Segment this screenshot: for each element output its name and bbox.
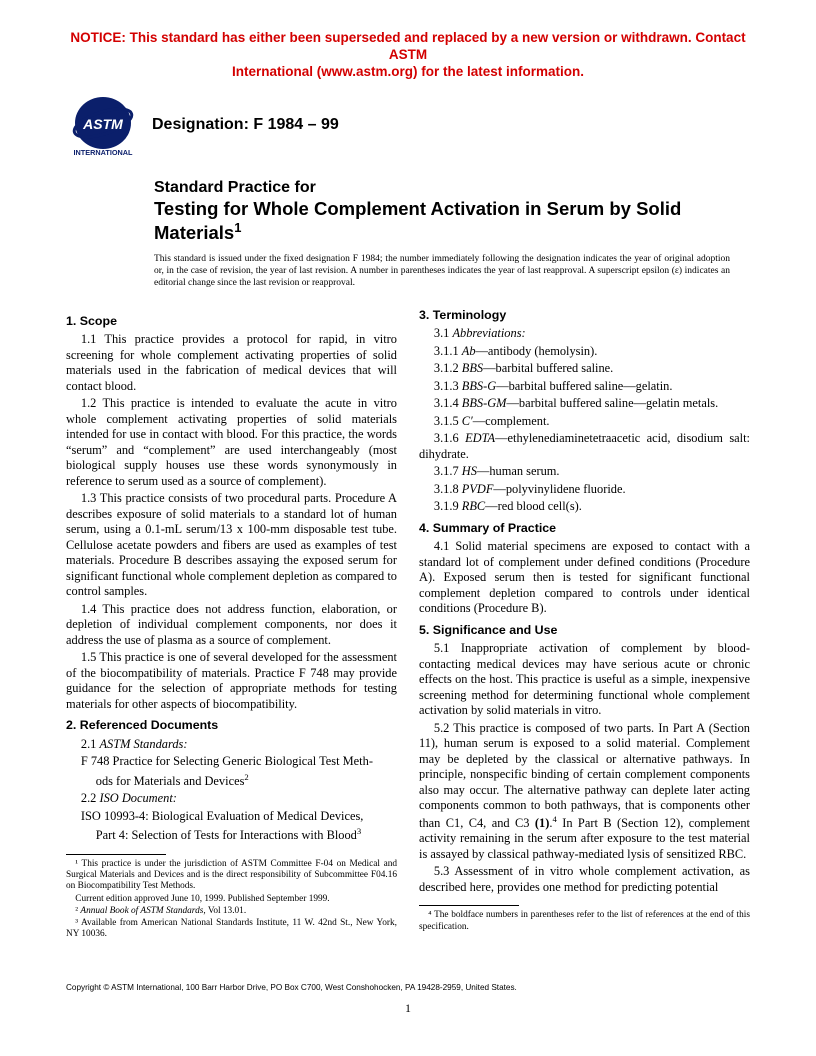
svg-text:ASTM: ASTM <box>82 116 123 132</box>
fn-2: ² Annual Book of ASTM Standards, Vol 13.… <box>66 906 397 917</box>
scope-1-3: 1.3 This practice consists of two proced… <box>66 491 397 600</box>
term-head: 3. Terminology <box>419 308 750 324</box>
term-3-1-7: 3.1.7 HS—human serum. <box>419 464 750 480</box>
title-block: Standard Practice for Testing for Whole … <box>154 178 750 245</box>
footnote-rule-left <box>66 854 166 855</box>
scope-head: 1. Scope <box>66 314 397 330</box>
title-main: Testing for Whole Complement Activation … <box>154 198 750 245</box>
sig-5-3: 5.3 Assessment of in vitro whole complem… <box>419 864 750 895</box>
right-footnotes: ⁴ The boldface numbers in parentheses re… <box>419 905 750 932</box>
title-kicker: Standard Practice for <box>154 178 750 198</box>
scope-1-5: 1.5 This practice is one of several deve… <box>66 650 397 712</box>
term-3-1-9: 3.1.9 RBC—red blood cell(s). <box>419 499 750 515</box>
page-number: 1 <box>0 1001 816 1016</box>
term-3-1-2: 3.1.2 BBS—barbital buffered saline. <box>419 361 750 377</box>
term-3-1-5: 3.1.5 C′—complement. <box>419 414 750 430</box>
summary-4-1: 4.1 Solid material specimens are exposed… <box>419 539 750 617</box>
notice-banner: NOTICE: This standard has either been su… <box>66 30 750 81</box>
refs-2-2: 2.2 ISO Document: <box>66 791 397 807</box>
term-3-1-4: 3.1.4 BBS-GM—barbital buffered saline—ge… <box>419 396 750 412</box>
refs-head: 2. Referenced Documents <box>66 718 397 734</box>
term-3-1-1: 3.1.1 Ab—antibody (hemolysin). <box>419 344 750 360</box>
fn-4: ⁴ The boldface numbers in parentheses re… <box>419 910 750 932</box>
scope-1-1: 1.1 This practice provides a protocol fo… <box>66 332 397 394</box>
term-3-1-3: 3.1.3 BBS-G—barbital buffered saline—gel… <box>419 379 750 395</box>
term-3-1-6: 3.1.6 EDTA—ethylenediaminetetraacetic ac… <box>419 431 750 462</box>
header-row: ASTM INTERNATIONAL Designation: F 1984 –… <box>66 95 750 162</box>
scope-1-4: 1.4 This practice does not address funct… <box>66 602 397 649</box>
issuance-note: This standard is issued under the fixed … <box>154 254 730 290</box>
fn-1b: Current edition approved June 10, 1999. … <box>66 894 397 905</box>
notice-line1: NOTICE: This standard has either been su… <box>70 30 745 62</box>
refs-f748-b: ods for Materials and Devices2 <box>66 772 397 790</box>
summary-head: 4. Summary of Practice <box>419 521 750 537</box>
designation-prefix: Designation: <box>152 116 253 133</box>
copyright: Copyright © ASTM International, 100 Barr… <box>66 983 517 992</box>
refs-f748-a: F 748 Practice for Selecting Generic Bio… <box>66 754 397 770</box>
footnote-rule-right <box>419 905 519 906</box>
refs-iso-a: ISO 10993-4: Biological Evaluation of Me… <box>66 809 397 825</box>
body-columns: 1. Scope 1.1 This practice provides a pr… <box>66 308 750 940</box>
sig-head: 5. Significance and Use <box>419 623 750 639</box>
page: NOTICE: This standard has either been su… <box>0 0 816 1056</box>
fn-1: ¹ This practice is under the jurisdictio… <box>66 859 397 892</box>
sig-5-1: 5.1 Inappropriate activation of compleme… <box>419 641 750 719</box>
refs-iso-b: Part 4: Selection of Tests for Interacti… <box>66 826 397 844</box>
designation-code: F 1984 – 99 <box>253 116 338 133</box>
term-3-1-8: 3.1.8 PVDF—polyvinylidene fluoride. <box>419 482 750 498</box>
fn-3: ³ Available from American National Stand… <box>66 918 397 940</box>
notice-line2: International (www.astm.org) for the lat… <box>232 64 584 79</box>
designation: Designation: F 1984 – 99 <box>152 116 339 134</box>
title-sup: 1 <box>234 220 241 235</box>
svg-text:INTERNATIONAL: INTERNATIONAL <box>73 148 133 157</box>
scope-1-2: 1.2 This practice is intended to evaluat… <box>66 396 397 489</box>
term-3-1: 3.1 Abbreviations: <box>419 326 750 342</box>
refs-2-1: 2.1 ASTM Standards: <box>66 737 397 753</box>
astm-logo: ASTM INTERNATIONAL <box>66 95 140 162</box>
sig-5-2: 5.2 This practice is composed of two par… <box>419 721 750 863</box>
left-footnotes: ¹ This practice is under the jurisdictio… <box>66 854 397 940</box>
